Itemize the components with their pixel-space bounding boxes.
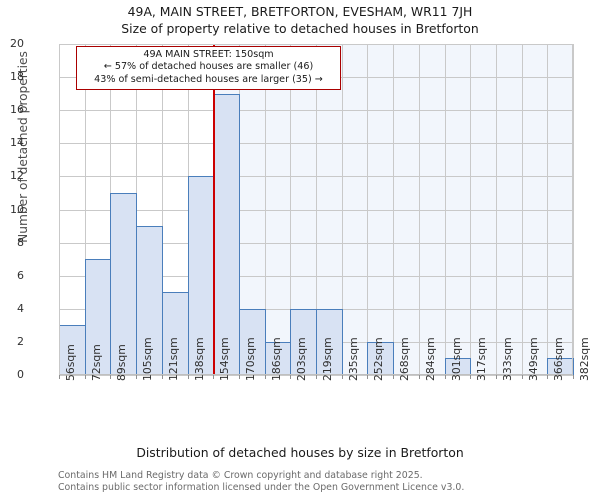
gridline-vertical [496,44,497,375]
gridline-horizontal [59,176,573,177]
x-tick-label: 89sqm [115,344,128,381]
gridline-vertical [367,44,368,375]
x-tick-label: 317sqm [475,337,488,381]
gridline-horizontal [59,210,573,211]
histogram-bar [316,309,343,375]
x-tick-label: 284sqm [424,337,437,381]
chart-title-block: 49A, MAIN STREET, BRETFORTON, EVESHAM, W… [0,3,600,37]
attribution-footer: Contains HM Land Registry data © Crown c… [58,470,578,493]
footer-line-2: Contains public sector information licen… [58,481,465,493]
plot-border-left [59,44,60,375]
gridline-vertical [573,44,574,375]
x-tick-mark [162,375,163,379]
x-tick-label: 105sqm [141,337,154,381]
gridline-vertical [265,44,266,375]
histogram-bar [367,342,394,375]
x-tick-mark [110,375,111,379]
x-tick-mark [367,375,368,379]
x-tick-mark [239,375,240,379]
plot-border-top [59,44,573,45]
x-tick-label: 203sqm [295,337,308,381]
x-tick-label: 154sqm [218,337,231,381]
x-tick-label: 219sqm [321,337,334,381]
annotation-line-1: 49A MAIN STREET: 150sqm [143,49,274,60]
x-tick-label: 382sqm [578,337,591,381]
x-tick-label: 56sqm [64,344,77,381]
x-tick-label: 72sqm [90,344,103,381]
x-tick-mark [136,375,137,379]
page-title: 49A, MAIN STREET, BRETFORTON, EVESHAM, W… [127,4,473,19]
gridline-vertical [547,44,548,375]
gridline-vertical [85,44,86,375]
x-tick-mark [445,375,446,379]
y-tick-label: 20 [10,37,24,50]
x-tick-label: 252sqm [372,337,385,381]
annotation-line-2: ← 57% of detached houses are smaller (46… [103,61,314,73]
x-tick-mark [470,375,471,379]
histogram-bar [213,94,240,375]
y-tick-label: 10 [10,203,24,216]
x-tick-label: 186sqm [270,337,283,381]
y-tick-label: 2 [17,335,24,348]
gridline-horizontal [59,143,573,144]
gridline-vertical [522,44,523,375]
histogram-bar [265,342,291,375]
y-tick-label: 0 [17,368,24,381]
histogram-bar [136,226,163,375]
gridline-vertical [393,44,394,375]
x-tick-mark [547,375,548,379]
chart-subtitle: Size of property relative to detached ho… [121,21,479,36]
gridline-horizontal [59,276,573,277]
x-tick-label: 121sqm [167,337,180,381]
y-tick-label: 6 [17,269,24,282]
histogram-bar [547,358,574,375]
footer-line-1: Contains HM Land Registry data © Crown c… [58,470,423,481]
x-axis-label: Distribution of detached houses by size … [136,445,464,460]
x-tick-label: 138sqm [193,337,206,381]
x-tick-label: 333sqm [501,337,514,381]
annotation-callout: 49A MAIN STREET: 150sqm ← 57% of detache… [76,46,341,91]
x-tick-mark [290,375,291,379]
histogram-bar [445,358,471,375]
gridline-vertical [419,44,420,375]
plot-border-right [572,44,573,375]
y-tick-label: 8 [17,236,24,249]
y-tick-label: 4 [17,302,24,315]
x-tick-mark [85,375,86,379]
x-tick-label: 235sqm [347,337,360,381]
histogram-bar [239,309,266,375]
x-tick-mark [573,375,574,379]
plot-area [59,44,574,376]
annotation-line-3: 43% of semi-detached houses are larger (… [94,73,323,85]
x-tick-mark [188,375,189,379]
x-tick-label: 301sqm [450,337,463,381]
y-tick-label: 16 [10,103,24,116]
property-size-marker [213,44,215,375]
y-tick-label: 12 [10,169,24,182]
plot-border-bottom [59,374,573,375]
x-tick-label: 349sqm [527,337,540,381]
x-tick-mark [342,375,343,379]
x-tick-mark [265,375,266,379]
gridline-horizontal [59,110,573,111]
x-tick-mark [522,375,523,379]
x-tick-mark [393,375,394,379]
y-tick-label: 18 [10,70,24,83]
gridline-vertical [316,44,317,375]
x-tick-label: 366sqm [552,337,565,381]
gridline-vertical [470,44,471,375]
gridline-horizontal [59,243,573,244]
y-tick-label: 14 [10,136,24,149]
x-tick-label: 170sqm [244,337,257,381]
x-tick-mark [316,375,317,379]
gridline-vertical [342,44,343,375]
gridline-vertical [445,44,446,375]
gridline-vertical [290,44,291,375]
x-tick-mark [59,375,60,379]
gridline-vertical [162,44,163,375]
x-tick-mark [419,375,420,379]
x-tick-mark [496,375,497,379]
x-tick-label: 268sqm [398,337,411,381]
x-tick-mark [213,375,214,379]
